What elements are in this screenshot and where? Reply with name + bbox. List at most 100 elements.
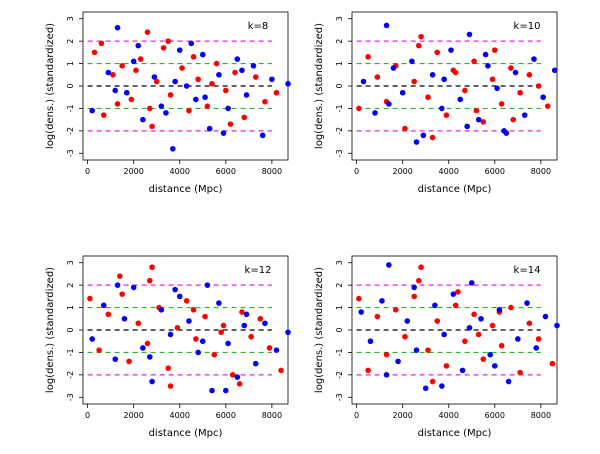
data-point: [89, 107, 96, 114]
data-point: [234, 374, 241, 380]
y-tick-label: -1: [66, 104, 75, 112]
y-tick-label: 3: [66, 16, 75, 21]
x-tick-label: 0: [85, 167, 90, 176]
data-point: [411, 293, 417, 300]
data-point: [542, 313, 549, 320]
data-point: [434, 318, 441, 324]
data-point: [149, 264, 155, 271]
plot-frame: [351, 255, 558, 405]
data-point: [485, 63, 491, 69]
data-point: [395, 358, 401, 365]
y-tick-label: 1: [66, 305, 75, 310]
data-point: [146, 277, 153, 284]
data-point: [365, 54, 371, 60]
data-point: [415, 42, 422, 49]
x-tick-label: 6000: [485, 411, 505, 420]
data-point: [149, 378, 155, 385]
data-point: [386, 101, 392, 107]
data-point: [533, 345, 540, 351]
data-point: [209, 80, 215, 87]
y-tick-label: -2: [335, 127, 344, 135]
data-point: [374, 313, 381, 320]
data-point: [239, 309, 245, 315]
y-tick-label: -3: [335, 149, 344, 157]
data-point: [372, 110, 378, 116]
data-point: [140, 345, 146, 351]
y-axis-label: log(dens.) (standardized): [314, 23, 325, 149]
data-point: [167, 383, 174, 389]
data-point: [443, 363, 450, 369]
data-point: [151, 74, 158, 80]
data-point: [418, 264, 424, 271]
x-tick-label: 8000: [531, 411, 551, 420]
data-point: [505, 378, 512, 385]
panel-label: k=12: [245, 265, 272, 276]
data-point: [457, 96, 464, 103]
x-tick-label: 0: [354, 167, 359, 176]
data-point: [158, 307, 165, 313]
data-point: [498, 101, 505, 107]
data-point: [204, 103, 211, 109]
data-point: [402, 125, 408, 132]
x-tick-label: 8000: [262, 411, 282, 420]
data-point: [130, 58, 137, 65]
data-point: [402, 333, 408, 340]
data-point: [448, 47, 454, 53]
x-tick-label: 0: [85, 411, 90, 420]
data-point: [360, 78, 367, 85]
data-point: [89, 336, 96, 342]
panel-label: k=14: [514, 265, 541, 276]
x-tick-label: 8000: [262, 167, 282, 176]
y-axis-label: log(dens.) (standardized): [314, 267, 325, 393]
data-point: [202, 313, 208, 320]
data-point: [418, 33, 424, 40]
data-point: [158, 103, 165, 109]
data-point: [114, 101, 121, 107]
data-point: [199, 338, 206, 345]
data-point: [234, 56, 241, 62]
data-point: [186, 107, 192, 114]
x-tick-label: 6000: [216, 167, 236, 176]
data-point: [535, 83, 542, 89]
data-point: [135, 320, 142, 327]
y-tick-label: 2: [66, 283, 75, 288]
data-point: [482, 51, 489, 58]
data-point: [540, 94, 546, 101]
data-point: [105, 69, 112, 76]
data-point: [478, 315, 484, 322]
data-point: [227, 121, 234, 127]
x-tick-label: 8000: [531, 167, 551, 176]
data-point: [239, 67, 245, 74]
data-point: [188, 40, 195, 47]
data-point: [409, 58, 415, 65]
data-point: [153, 78, 160, 85]
data-point: [119, 291, 125, 297]
data-point: [243, 311, 250, 318]
data-point: [404, 318, 411, 324]
y-tick-label: 0: [66, 327, 75, 332]
x-tick-label: 4000: [170, 167, 190, 176]
y-tick-label: 0: [335, 83, 344, 88]
data-point: [515, 336, 521, 342]
y-tick-label: 1: [66, 61, 75, 66]
data-point: [439, 105, 445, 112]
data-point: [420, 132, 427, 139]
data-point: [218, 329, 225, 336]
panel-label: k=10: [514, 21, 541, 32]
data-point: [462, 338, 468, 345]
data-point: [176, 47, 183, 53]
data-point: [422, 385, 429, 392]
y-tick-label: -2: [66, 371, 75, 379]
data-point: [508, 65, 514, 71]
data-point: [415, 277, 422, 284]
data-point: [492, 47, 498, 53]
data-point: [186, 318, 192, 324]
y-axis-label: log(dens.) (standardized): [45, 267, 56, 393]
x-tick-label: 0: [354, 411, 359, 420]
data-point: [172, 78, 178, 85]
data-point: [199, 51, 206, 58]
data-point: [358, 309, 365, 315]
data-point: [112, 87, 119, 94]
panel-2: 0 2000 4000 6000 8000 -3 -2 -1 0 1 2 3 distance (Mpc…: [314, 11, 558, 195]
